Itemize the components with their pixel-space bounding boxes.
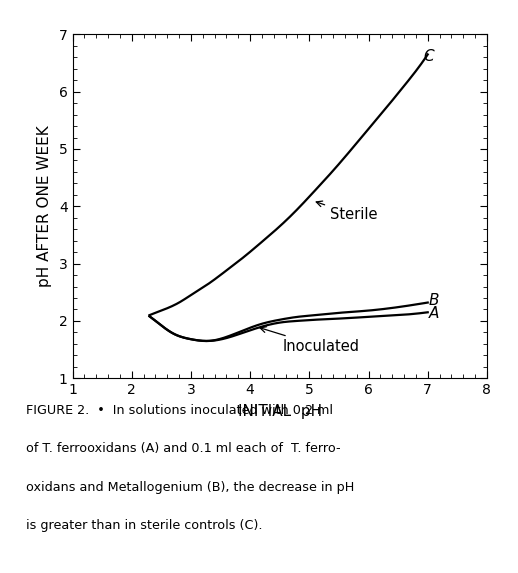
Text: C: C bbox=[423, 49, 434, 64]
X-axis label: INITIAL  pH: INITIAL pH bbox=[238, 404, 322, 419]
Text: B: B bbox=[429, 293, 439, 308]
Text: Inoculated: Inoculated bbox=[260, 327, 359, 354]
Text: oxidans and Metallogenium (B), the decrease in pH: oxidans and Metallogenium (B), the decre… bbox=[26, 481, 354, 494]
Text: Sterile: Sterile bbox=[316, 201, 378, 222]
Y-axis label: pH AFTER ONE WEEK: pH AFTER ONE WEEK bbox=[37, 125, 52, 287]
Text: is greater than in sterile controls (C).: is greater than in sterile controls (C). bbox=[26, 519, 263, 532]
Text: FIGURE 2.  •  In solutions inoculated with 0.2 ml: FIGURE 2. • In solutions inoculated with… bbox=[26, 404, 333, 417]
Text: A: A bbox=[429, 306, 439, 321]
Text: of T. ferrooxidans (A) and 0.1 ml each of  T. ferro-: of T. ferrooxidans (A) and 0.1 ml each o… bbox=[26, 442, 340, 456]
